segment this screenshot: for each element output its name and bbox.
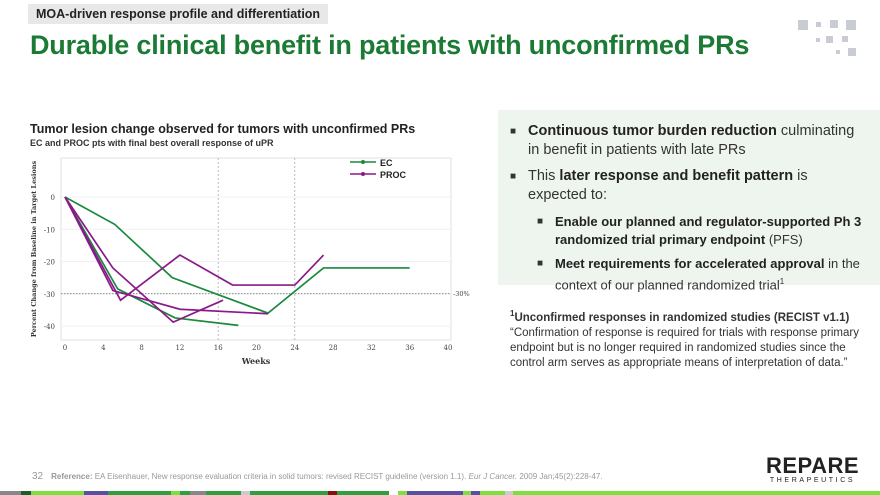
bullet-2-text: is expected to: bbox=[528, 168, 808, 203]
bullet-1-bold: Continuous tumor burden reduction bbox=[528, 123, 777, 139]
sub-bullet-2-text: in the context of our planned randomized… bbox=[555, 256, 860, 293]
footer: 32 Reference: EA Eisenhauer, New response… bbox=[32, 471, 603, 482]
y-tick-label: -20 bbox=[44, 259, 55, 267]
decorative-stripe bbox=[0, 491, 880, 495]
x-tick-label: 36 bbox=[405, 344, 414, 352]
series-line-proc bbox=[64, 196, 224, 324]
series-line-ec bbox=[64, 196, 410, 315]
logo-word: REPARE bbox=[766, 453, 860, 478]
legend-marker bbox=[361, 172, 365, 176]
bullet-1: ■ Continuous tumor burden reduction culmi… bbox=[510, 123, 855, 158]
x-tick-label: 24 bbox=[290, 344, 299, 352]
decorative-dots bbox=[798, 16, 858, 60]
repare-logo: REPARE THERAPEUTICS bbox=[766, 453, 860, 485]
reference-label: Reference: bbox=[51, 472, 93, 481]
sub-bullet-2: ■ Meet requirements for accelerated appro… bbox=[537, 256, 860, 293]
section-tag: MOA-driven response profile and differen… bbox=[28, 4, 329, 24]
x-tick-label: 16 bbox=[214, 344, 223, 352]
sub-bullet-2-bold: Meet requirements for accelerated approv… bbox=[555, 256, 825, 271]
reference-journal: Eur J Cancer. bbox=[468, 472, 518, 481]
bullet-1-text: culminating in benefit in patients with … bbox=[528, 123, 855, 158]
sub-bullet-1-bold: Enable our planned and regulator-support… bbox=[555, 214, 862, 247]
sub-bullet-1-text: (PFS) bbox=[765, 232, 803, 247]
footnote-text: “Confirmation of response is required fo… bbox=[510, 326, 859, 369]
bullet-2-bold: later response and benefit pattern bbox=[559, 168, 794, 184]
page-number: 32 bbox=[32, 471, 44, 482]
page-title: Durable clinical benefit in patients wit… bbox=[30, 30, 750, 60]
footnote-number: 1 bbox=[510, 309, 515, 318]
footnote-heading: Unconfirmed responses in randomized stud… bbox=[514, 311, 850, 324]
x-tick-label: 8 bbox=[139, 344, 143, 352]
footnote: 1Unconfirmed responses in randomized stu… bbox=[510, 306, 860, 371]
bullet-2: ■ This later response and benefit pattern… bbox=[510, 168, 808, 203]
x-tick-label: 32 bbox=[367, 344, 376, 352]
legend-label: EC bbox=[380, 158, 393, 168]
plot-frame bbox=[60, 157, 452, 341]
reference-end: 2009 Jan;45(2):228-47. bbox=[517, 472, 603, 481]
x-tick-label: 0 bbox=[63, 344, 67, 352]
series-line-ec bbox=[64, 196, 239, 327]
series-line-proc bbox=[64, 196, 325, 302]
threshold-label: -30% bbox=[453, 290, 470, 298]
x-tick-label: 20 bbox=[252, 344, 261, 352]
x-tick-label: 12 bbox=[175, 344, 184, 352]
x-tick-label: 28 bbox=[329, 344, 338, 352]
x-tick-label: 40 bbox=[444, 344, 453, 352]
legend-label: PROC bbox=[380, 170, 407, 180]
x-tick-label: 4 bbox=[101, 344, 106, 352]
chart-title: Tumor lesion change observed for tumors … bbox=[30, 122, 416, 136]
y-tick-label: -40 bbox=[44, 323, 55, 331]
highlights-panel: ■ Continuous tumor burden reduction culmi… bbox=[498, 110, 880, 292]
y-axis-label: Percent Change from Baseline in Target L… bbox=[30, 161, 38, 338]
chart-subtitle: EC and PROC pts with final best overall … bbox=[30, 138, 274, 148]
legend-marker bbox=[361, 160, 365, 164]
bullet-2-pre: This bbox=[528, 168, 560, 184]
x-axis-label: Weeks bbox=[241, 356, 271, 366]
sub-bullet-1: ■ Enable our planned and regulator-suppor… bbox=[537, 214, 862, 247]
footnote-ref: 1 bbox=[779, 277, 785, 286]
series-line-proc bbox=[64, 196, 269, 315]
reference-text: EA Eisenhauer, New response evaluation c… bbox=[92, 472, 469, 481]
logo-sub: THERAPEUTICS bbox=[769, 477, 856, 484]
y-tick-label: -10 bbox=[44, 226, 55, 234]
y-tick-label: 0 bbox=[51, 194, 55, 202]
tumor-change-chart: 0 -10 -20 -30 -40 0 4 8 12 16 20 24 28 32 36 40 -30% EC PR… bbox=[30, 157, 470, 366]
y-tick-label: -30 bbox=[44, 291, 55, 299]
